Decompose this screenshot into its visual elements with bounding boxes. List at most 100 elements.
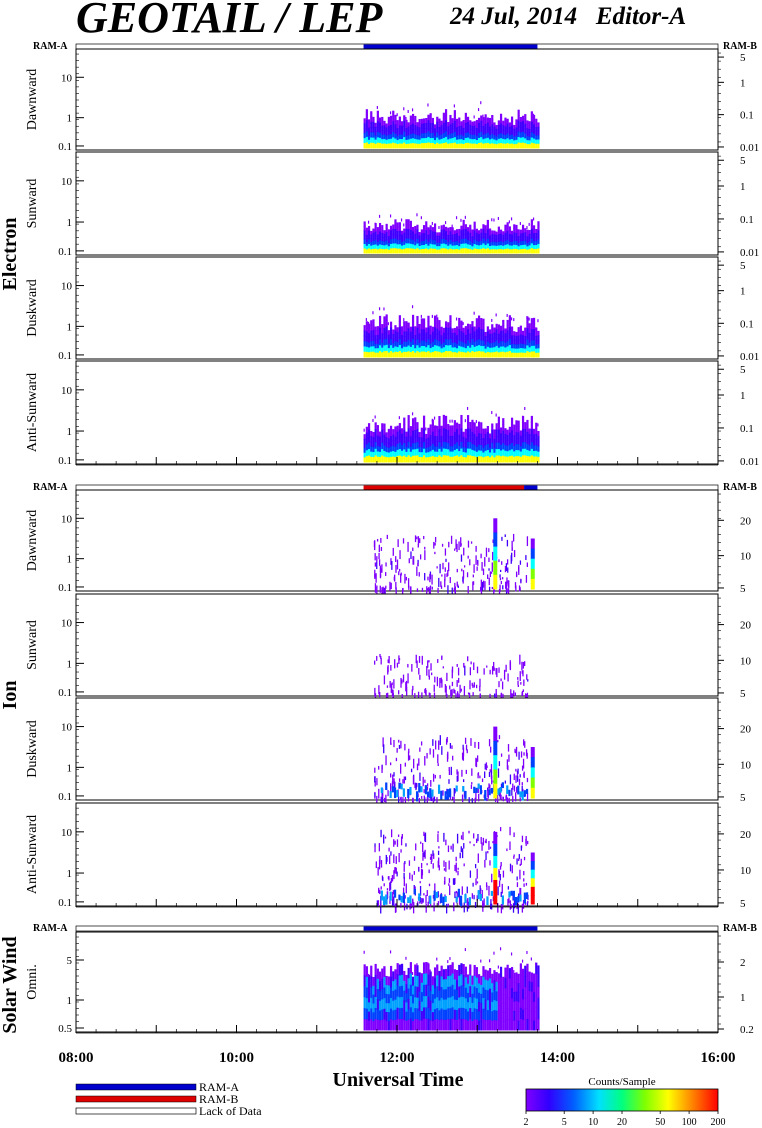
spectrogram-cell xyxy=(420,241,423,246)
spectrogram-cell xyxy=(484,450,487,457)
spectrogram-cell xyxy=(464,215,466,219)
spectrogram-cell xyxy=(381,249,384,254)
spectrogram-cell xyxy=(460,121,463,127)
spectrogram-cell xyxy=(464,977,467,989)
spectrogram-cell xyxy=(473,422,476,429)
spectrogram-cell xyxy=(505,588,508,596)
spectrogram-cell xyxy=(453,234,456,239)
spectrogram-cell xyxy=(431,431,434,439)
spectrogram-cell xyxy=(372,1003,375,1013)
spectrogram-cell xyxy=(398,986,401,998)
spectrogram-cell xyxy=(453,989,456,1001)
spectrogram-cell xyxy=(405,446,408,453)
spectrogram-cell xyxy=(504,456,507,463)
spectrogram-cell xyxy=(436,345,439,352)
spectrogram-cell xyxy=(400,450,404,457)
spectrogram-cell xyxy=(373,541,376,548)
spectrogram-cell xyxy=(477,321,481,328)
spectrogram-cell xyxy=(473,351,476,358)
spectrogram-cell xyxy=(502,985,505,996)
spectrogram-cell xyxy=(530,861,535,871)
spectrogram-cell xyxy=(471,321,474,328)
spectrogram-cell xyxy=(411,113,415,120)
spectrogram-cell xyxy=(411,412,414,416)
spectrogram-cell xyxy=(367,119,371,124)
spectrogram-cell xyxy=(495,323,498,330)
spectrogram-cell xyxy=(464,457,467,463)
spectrogram-cell xyxy=(440,225,443,231)
right-tick-label: 20 xyxy=(740,724,752,736)
spectrogram xyxy=(363,213,540,254)
spectrogram-cell xyxy=(449,446,452,453)
spectrogram-cell xyxy=(363,452,366,458)
spectrogram-cell xyxy=(367,220,370,224)
spectrogram-cell xyxy=(537,441,540,447)
spectrogram-cell xyxy=(464,243,467,249)
left-tick-label: 0.1 xyxy=(58,687,72,699)
spectrogram-cell xyxy=(387,246,390,251)
spectrogram-cell xyxy=(473,230,476,236)
spectrogram-cell xyxy=(515,420,518,427)
spectrogram-cell xyxy=(493,970,496,981)
spectrogram-cell xyxy=(515,119,518,124)
spectrogram-cell xyxy=(403,142,406,149)
spectrogram-cell xyxy=(462,570,465,579)
spectrogram-cell xyxy=(399,550,401,560)
spectrogram-cell xyxy=(530,127,533,133)
spectrogram-cell xyxy=(509,662,512,669)
spectrogram-cell xyxy=(425,225,428,231)
spectrogram-cell xyxy=(482,428,485,434)
spectrogram-cell xyxy=(484,840,487,843)
spectrogram-cell xyxy=(493,234,496,239)
spectrogram-cell xyxy=(421,898,423,905)
spectrogram-cell xyxy=(498,559,500,563)
spectrogram-cell xyxy=(426,665,428,676)
spectrogram-cell xyxy=(376,539,379,542)
spectrogram-cell xyxy=(425,447,428,454)
spectrogram-cell xyxy=(521,835,524,843)
spectrogram-cell xyxy=(510,1009,514,1021)
spectrogram-cell xyxy=(363,248,366,254)
spectrogram-cell xyxy=(502,346,505,353)
spectrogram-cell xyxy=(433,446,437,453)
spectrogram-cell xyxy=(473,894,475,900)
spectrogram-cell xyxy=(430,780,432,787)
spectrogram-cell xyxy=(521,224,525,230)
spectrogram-cell xyxy=(462,224,465,230)
spectrogram-cell xyxy=(517,1020,520,1031)
spectrogram-cell xyxy=(472,581,474,591)
spectrogram-cell xyxy=(493,452,496,458)
spectrogram-cell xyxy=(513,972,516,983)
colorbar-tick-label: 20 xyxy=(617,1117,627,1128)
spectrogram-cell xyxy=(524,232,527,237)
spectrogram-cell xyxy=(378,981,382,992)
spectrogram-cell xyxy=(466,992,470,1003)
spectrogram-cell xyxy=(458,429,461,436)
spectrogram-cell xyxy=(497,423,500,431)
spectrogram-cell xyxy=(398,226,401,232)
spectrogram-cell xyxy=(385,314,388,321)
spectrogram-cell xyxy=(519,116,522,123)
spectrogram-cell xyxy=(384,587,386,595)
spectrogram-cell xyxy=(436,242,439,247)
spectrogram-cell xyxy=(471,449,474,457)
spectrogram-cell xyxy=(425,230,428,236)
spectrogram-cell xyxy=(488,1009,492,1021)
spectrogram-cell xyxy=(409,451,412,458)
spectrogram-cell xyxy=(367,135,371,141)
spectrogram-cell xyxy=(436,317,439,324)
spectrogram-cell xyxy=(431,419,434,427)
spectrogram-cell xyxy=(451,1018,454,1031)
spectrogram-cell xyxy=(442,666,444,669)
spectrogram-cell xyxy=(367,442,371,450)
spectrogram-cell xyxy=(530,345,533,352)
spectrogram-cell xyxy=(455,990,459,1001)
spectrogram-cell xyxy=(451,430,454,437)
spectrogram-cell xyxy=(462,332,465,339)
spectrogram-cell xyxy=(376,999,379,1011)
spectrogram-cell xyxy=(449,451,452,458)
spectrogram-cell xyxy=(424,785,427,795)
spectrogram-cell xyxy=(438,225,440,229)
spectrogram-cell xyxy=(370,320,373,326)
spectrogram-cell xyxy=(513,331,516,336)
